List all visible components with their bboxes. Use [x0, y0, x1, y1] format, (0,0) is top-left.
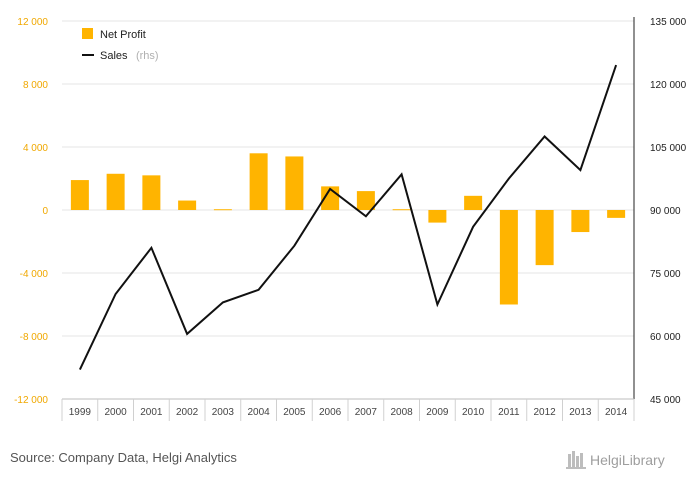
- right-tick-label: 120 000: [650, 80, 687, 91]
- brand-logo: HelgiLibrary: [566, 448, 692, 470]
- net-profit-bar: [142, 175, 161, 210]
- x-tick-label: 2010: [462, 407, 485, 418]
- legend-net-profit-label: Net Profit: [100, 29, 146, 41]
- right-tick-label: 90 000: [650, 206, 681, 217]
- x-tick-label: 2013: [569, 407, 592, 418]
- x-tick-label: 2014: [605, 407, 628, 418]
- left-tick-label: 12 000: [17, 17, 48, 28]
- x-axis: 1999 2000 2001 2002 2003 2004 2005 2006 2007 2008…: [61, 398, 635, 421]
- net-profit-bar: [178, 200, 197, 210]
- x-tick-label: 2004: [248, 407, 271, 418]
- right-axis-ticks: 45 000 60 000 75 000 90 000 105 000 120 000 13…: [633, 17, 687, 406]
- net-profit-bar: [213, 209, 232, 211]
- left-tick-label: -8 000: [20, 332, 49, 343]
- right-tick-label: 45 000: [650, 395, 681, 406]
- net-profit-bar: [356, 191, 375, 210]
- x-tick-label: 2000: [105, 407, 128, 418]
- legend-net-profit-swatch: [82, 28, 93, 39]
- source-note: Source: Company Data, Helgi Analytics: [10, 450, 237, 465]
- net-profit-bar: [535, 210, 554, 266]
- x-tick-label: 2001: [140, 407, 163, 418]
- left-tick-label: 0: [42, 206, 48, 217]
- right-tick-label: 105 000: [650, 143, 687, 154]
- x-tick-label: 2011: [498, 407, 520, 418]
- right-tick-label: 135 000: [650, 17, 687, 28]
- x-tick-label: 2006: [319, 407, 342, 418]
- right-tick-label: 75 000: [650, 269, 681, 280]
- net-profit-bar: [249, 153, 268, 210]
- sales-line: [78, 64, 618, 371]
- net-profit-bar: [106, 173, 125, 210]
- left-tick-label: -4 000: [20, 269, 49, 280]
- net-profit-bar: [70, 180, 89, 210]
- x-tick-label: 2005: [283, 407, 306, 418]
- brand-name: HelgiLibrary: [590, 452, 665, 468]
- library-icon: [566, 451, 586, 469]
- net-profit-bar: [499, 210, 518, 305]
- x-tick-label: 2002: [176, 407, 199, 418]
- net-profit-bar: [464, 195, 483, 210]
- x-tick-label: 2003: [212, 407, 235, 418]
- right-tick-label: 60 000: [650, 332, 681, 343]
- left-axis-ticks: -12 000 -8 000 -4 000 0 4 000 8 000 12 000: [14, 17, 48, 406]
- net-profit-bars: [70, 153, 626, 305]
- legend: Net Profit Sales (rhs): [82, 28, 159, 63]
- left-tick-label: -12 000: [14, 395, 48, 406]
- legend-sales-label: Sales (rhs): [100, 46, 159, 63]
- net-profit-bar: [607, 210, 626, 218]
- x-tick-label: 2008: [391, 407, 414, 418]
- x-tick-label: 1999: [69, 407, 92, 418]
- net-profit-bar: [285, 156, 304, 210]
- left-tick-label: 8 000: [23, 80, 48, 91]
- x-tick-label: 2012: [534, 407, 557, 418]
- x-tick-label: 2007: [355, 407, 378, 418]
- net-profit-bar: [428, 210, 447, 223]
- net-profit-bar: [571, 210, 590, 233]
- left-tick-label: 4 000: [23, 143, 48, 154]
- net-profit-bar: [392, 209, 411, 211]
- x-tick-label: 2009: [426, 407, 449, 418]
